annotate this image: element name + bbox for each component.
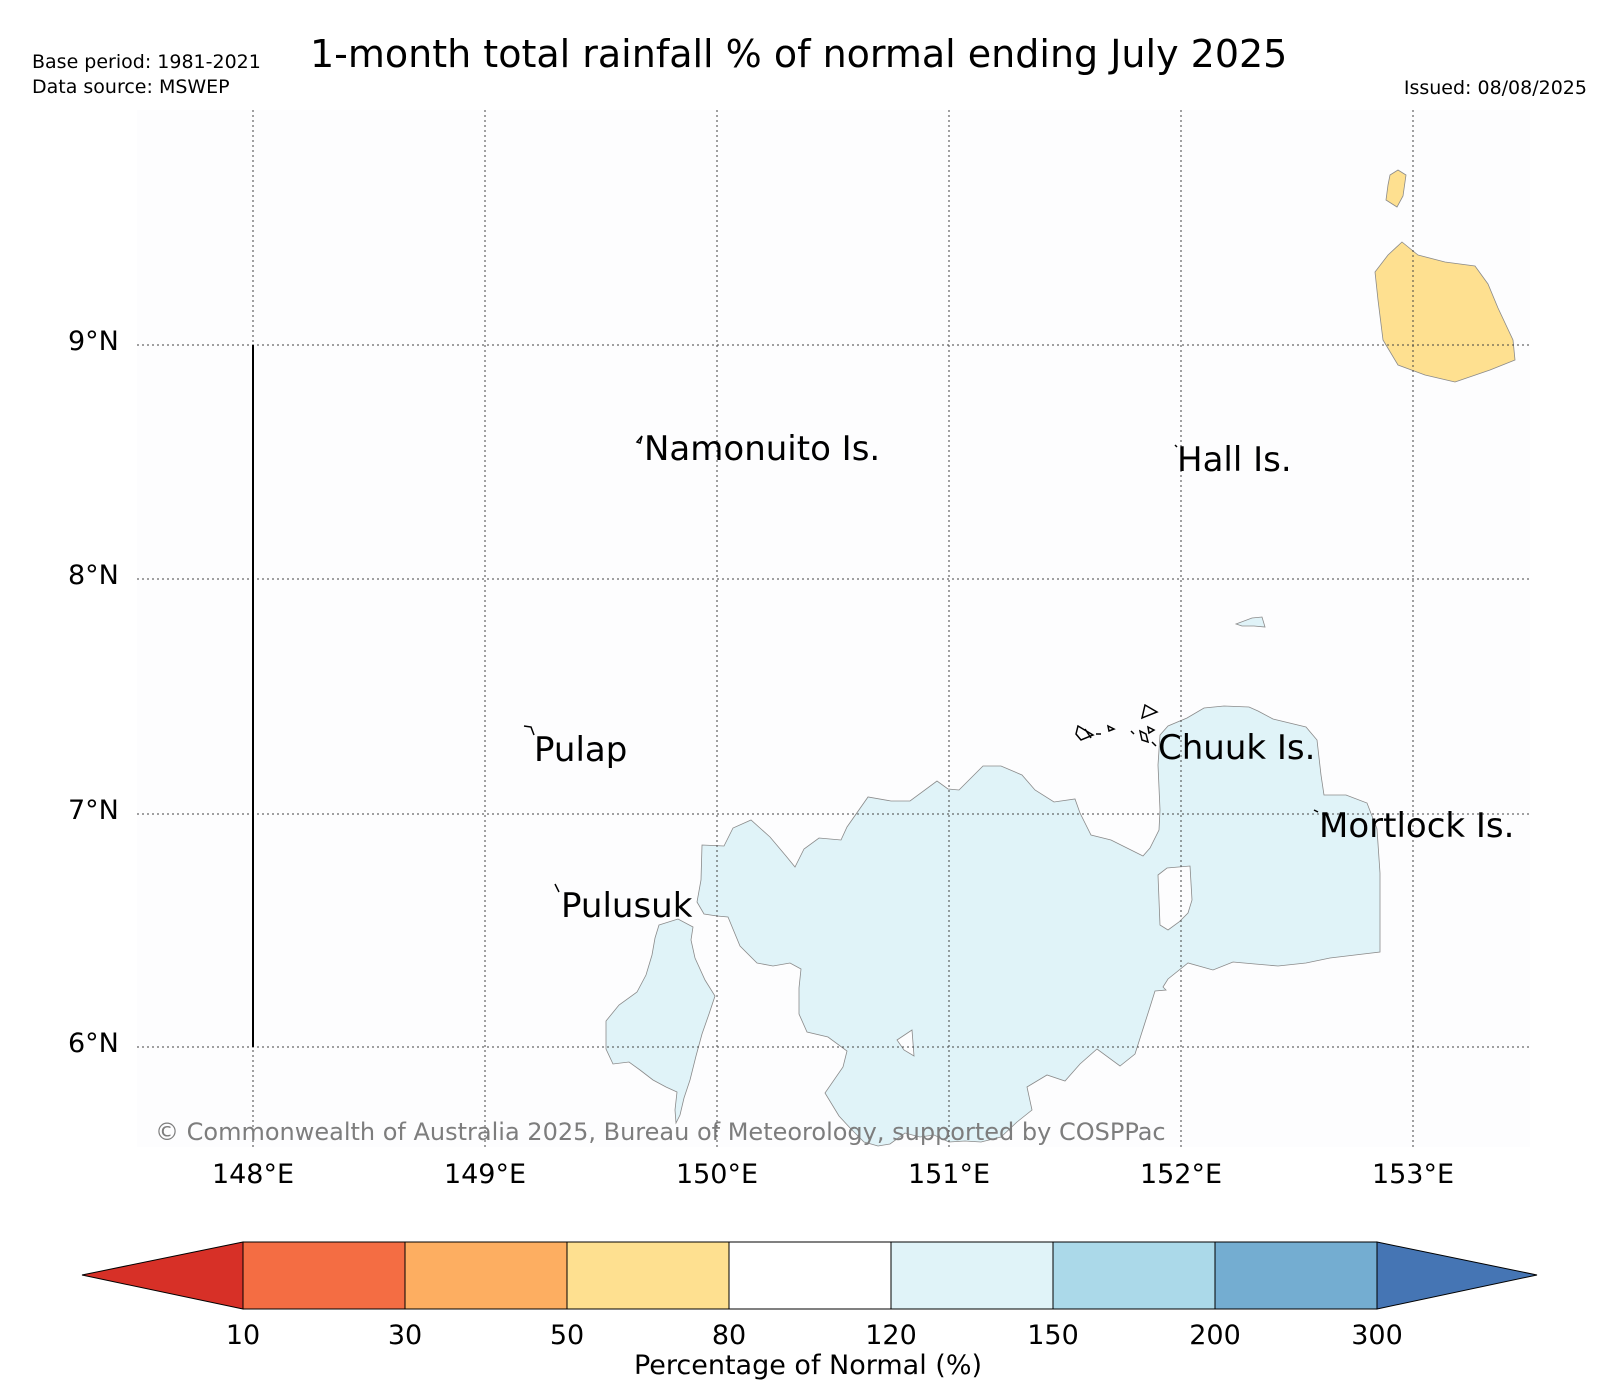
base-period: Base period: 1981-2021 xyxy=(32,51,261,73)
colorbar-tick-300: 300 xyxy=(1351,1320,1403,1351)
map-title: 1-month total rainfall % of normal endin… xyxy=(310,32,1288,76)
lon-tick-148e: 148°E xyxy=(211,1159,295,1190)
rain-region-central-hole xyxy=(1157,865,1193,931)
rain-region-southwest xyxy=(605,918,716,1125)
lat-tick-7n: 7°N xyxy=(68,795,119,826)
header-info: Base period: 1981-2021 Data source: MSWE… xyxy=(32,50,261,100)
rain-region-northeast-islet xyxy=(1385,169,1407,208)
place-label-pulap: Pulap xyxy=(534,730,628,770)
colorbar-label: Percentage of Normal (%) xyxy=(633,1350,983,1381)
place-label-mortlock: Mortlock Is. xyxy=(1319,806,1515,846)
colorbar-30-50 xyxy=(404,1241,568,1310)
colorbar-tick-120: 120 xyxy=(865,1320,917,1351)
data-source: Data source: MSWEP xyxy=(32,76,230,98)
colorbar-200-300 xyxy=(1214,1241,1378,1310)
rain-region-central-hole-2 xyxy=(896,1029,915,1057)
place-label-pulusuk: Pulusuk xyxy=(561,886,693,926)
rain-region-central xyxy=(696,705,1381,1147)
colorbar-tick-50: 50 xyxy=(549,1320,585,1351)
rain-region-small xyxy=(1234,616,1266,628)
lon-tick-151e: 151°E xyxy=(907,1159,991,1190)
colorbar-below-10 xyxy=(81,1241,244,1310)
lon-tick-150e: 150°E xyxy=(675,1159,759,1190)
lat-tick-9n: 9°N xyxy=(68,326,119,357)
lon-tick-152e: 152°E xyxy=(1139,1159,1223,1190)
colorbar-above-300 xyxy=(1376,1241,1538,1310)
colorbar-tick-30: 30 xyxy=(387,1320,423,1351)
colorbar xyxy=(81,1241,1538,1310)
colorbar-120-150 xyxy=(890,1241,1054,1310)
lon-tick-149e: 149°E xyxy=(443,1159,527,1190)
colorbar-50-80 xyxy=(566,1241,730,1310)
lat-gridlines xyxy=(137,344,1530,1048)
copyright-notice: © Commonwealth of Australia 2025, Bureau… xyxy=(155,1118,1166,1146)
rain-region-northeast xyxy=(1374,241,1516,383)
place-label-hall: Hall Is. xyxy=(1177,440,1292,480)
lat-tick-6n: 6°N xyxy=(68,1028,119,1059)
issued-date: Issued: 08/08/2025 xyxy=(1403,77,1587,99)
colorbar-tick-150: 150 xyxy=(1027,1320,1079,1351)
colorbar-80-120 xyxy=(728,1241,892,1310)
colorbar-tick-80: 80 xyxy=(711,1320,747,1351)
colorbar-tick-200: 200 xyxy=(1189,1320,1241,1351)
place-label-namonuito: Namonuito Is. xyxy=(644,429,881,469)
island-outlines xyxy=(523,435,1319,893)
place-label-chuuk: Chuuk Is. xyxy=(1158,728,1316,768)
colorbar-150-200 xyxy=(1052,1241,1216,1310)
colorbar-10-30 xyxy=(242,1241,406,1310)
lon-tick-153e: 153°E xyxy=(1371,1159,1455,1190)
colorbar-tick-10: 10 xyxy=(225,1320,261,1351)
lat-tick-8n: 8°N xyxy=(68,560,119,591)
